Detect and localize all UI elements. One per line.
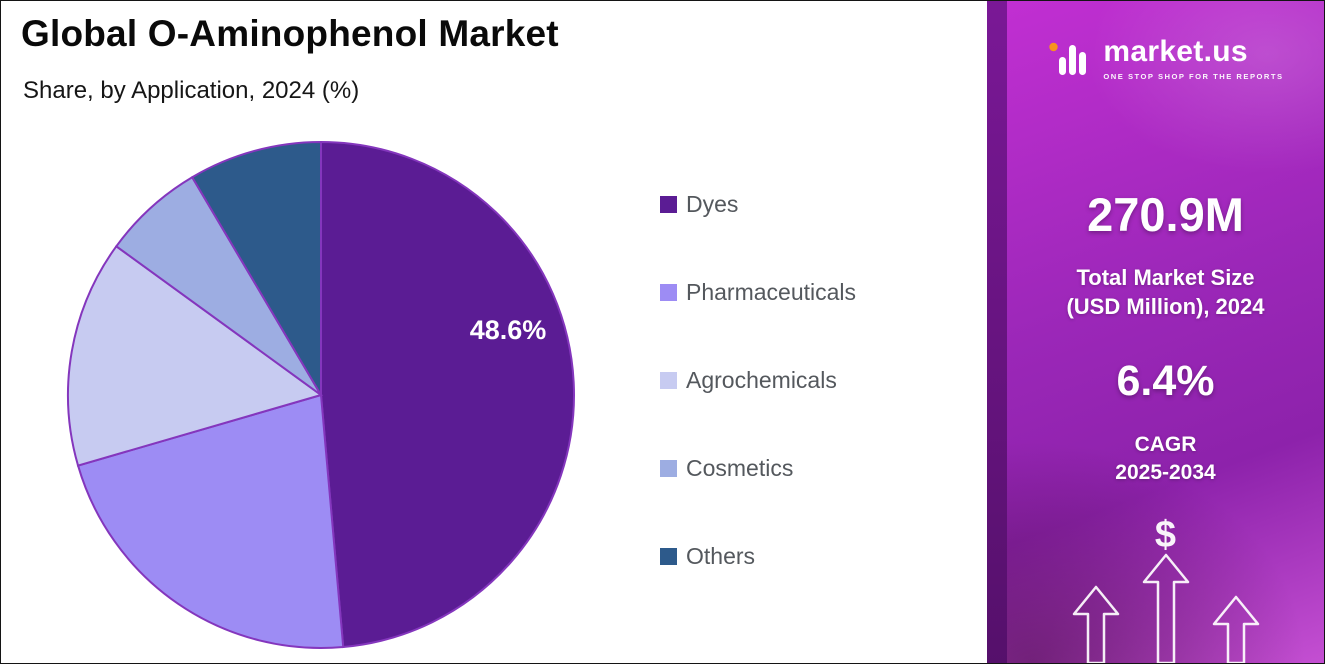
legend-swatch-icon bbox=[660, 196, 677, 213]
legend-item-pharmaceuticals: Pharmaceuticals bbox=[660, 279, 856, 306]
pie-slice-dyes bbox=[320, 140, 575, 649]
legend-label: Cosmetics bbox=[686, 455, 794, 481]
pie-chart: 48.6% bbox=[67, 140, 575, 649]
cagr-value: 6.4% bbox=[1116, 357, 1215, 405]
stat-label-line: (USD Million), 2024 bbox=[1066, 294, 1265, 319]
stat-label-line: Total Market Size bbox=[1076, 265, 1255, 290]
pie-slice-others bbox=[190, 140, 322, 399]
legend-item-agrochemicals: Agrochemicals bbox=[660, 367, 856, 394]
market-size-value: 270.9M bbox=[1087, 188, 1244, 241]
brand-name: market.us bbox=[1103, 35, 1248, 68]
chart-subtitle: Share, by Application, 2024 (%) bbox=[23, 77, 360, 104]
legend-swatch-icon bbox=[660, 460, 677, 477]
legend-item-dyes: Dyes bbox=[660, 191, 856, 218]
cagr-label: CAGR 2025-2034 bbox=[1007, 431, 1324, 487]
legend-label: Agrochemicals bbox=[686, 367, 837, 393]
panel-accent-strip bbox=[987, 1, 1007, 663]
chart-legend: Dyes Pharmaceuticals Agrochemicals Cosmetic… bbox=[660, 191, 856, 570]
panel-body: market.us ONE STOP SHOP FOR THE REPORTS … bbox=[1007, 1, 1324, 663]
brand-logo: market.us ONE STOP SHOP FOR THE REPORTS bbox=[1007, 37, 1324, 81]
dollar-sign-icon: $ bbox=[1154, 514, 1177, 556]
stat-label-line: 2025-2034 bbox=[1115, 461, 1216, 484]
legend-swatch-icon bbox=[660, 372, 677, 389]
legend-label: Dyes bbox=[686, 191, 739, 217]
chart-title: Global O-Aminophenol Market bbox=[21, 13, 559, 54]
legend-label: Others bbox=[686, 543, 756, 569]
brand-side-panel: market.us ONE STOP SHOP FOR THE REPORTS … bbox=[987, 1, 1324, 663]
legend-swatch-icon bbox=[660, 284, 677, 301]
legend-swatch-icon bbox=[660, 548, 677, 565]
market-size-label: Total Market Size (USD Million), 2024 bbox=[1007, 263, 1324, 321]
marketus-logo-icon bbox=[1049, 42, 1087, 75]
brand-text: market.us ONE STOP SHOP FOR THE REPORTS bbox=[1103, 35, 1284, 82]
legend-item-others: Others bbox=[660, 543, 856, 570]
brand-tagline: ONE STOP SHOP FOR THE REPORTS bbox=[1103, 72, 1284, 81]
pie-data-label: 48.6% bbox=[470, 315, 547, 345]
pie-slice-pharmaceuticals bbox=[76, 393, 345, 649]
growth-arrows-icon bbox=[1072, 553, 1259, 663]
logo-dot-icon bbox=[1049, 42, 1059, 52]
legend-item-cosmetics: Cosmetics bbox=[660, 455, 856, 482]
pie-slice-agrochemicals bbox=[67, 244, 324, 467]
stat-label-line: CAGR bbox=[1134, 433, 1197, 456]
legend-label: Pharmaceuticals bbox=[686, 279, 857, 305]
